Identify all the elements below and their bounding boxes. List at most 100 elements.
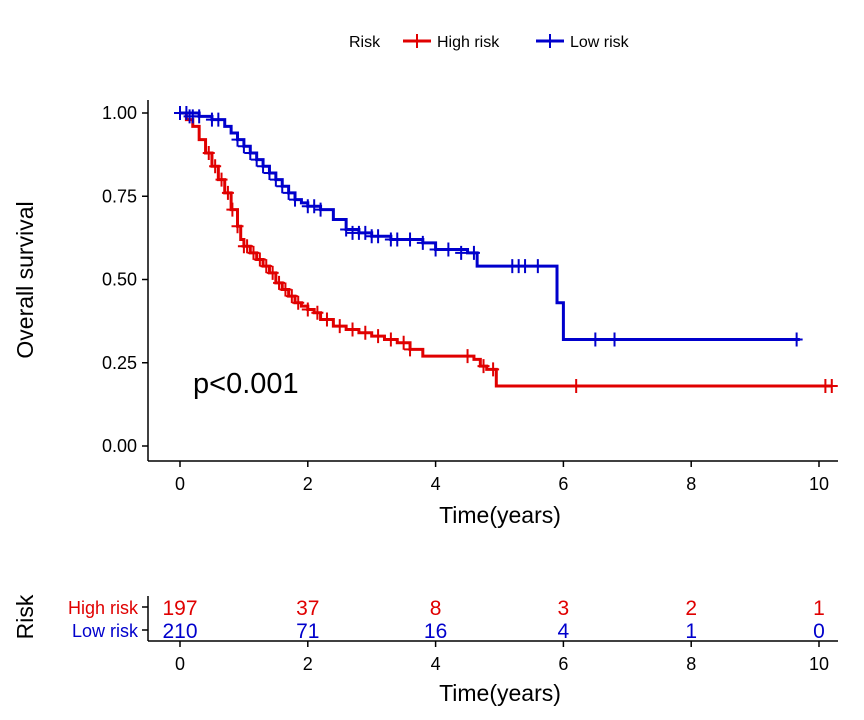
censor-mark-low-risk [308, 199, 321, 214]
censor-mark-high-risk [285, 289, 298, 304]
censor-mark-high-risk [384, 332, 397, 347]
censor-mark-high-risk [279, 282, 292, 297]
risk-count-low-risk: 4 [558, 620, 570, 643]
risk-count-low-risk: 0 [813, 620, 825, 643]
x-axis-title: Time(years) [439, 502, 561, 528]
censor-mark-high-risk [292, 295, 305, 310]
censor-mark-low-risk [467, 245, 480, 260]
risk-x-tick-label: 0 [175, 654, 185, 674]
risk-count-high-risk: 1 [813, 597, 825, 620]
censor-mark-low-risk [372, 229, 385, 244]
censor-mark-high-risk [397, 335, 410, 350]
legend-label-high-risk: High risk [437, 34, 500, 51]
legend-label-low-risk: Low risk [570, 34, 630, 51]
censor-mark-high-risk [404, 342, 417, 357]
censor-mark-low-risk [531, 259, 544, 274]
censor-mark-high-risk [461, 349, 474, 364]
censor-mark-high-risk [247, 245, 260, 260]
censor-mark-low-risk [289, 192, 302, 207]
censor-mark-high-risk [570, 379, 583, 394]
risk-count-low-risk: 210 [162, 620, 197, 643]
censor-mark-high-risk [209, 159, 222, 174]
censor-mark-low-risk [359, 225, 372, 240]
censor-mark-low-risk [608, 332, 621, 347]
censor-mark-low-risk [212, 112, 225, 127]
risk-table-y-title: Risk [12, 594, 38, 639]
risk-row-label-high-risk: High risk [68, 598, 139, 618]
censor-mark-high-risk [221, 185, 234, 200]
risk-table-x-ticks: 0 2 4 6 8 10 [175, 641, 829, 674]
risk-count-high-risk: 8 [430, 597, 442, 620]
legend-entry-low-risk: Low risk [536, 34, 630, 51]
survival-plot: 0.00 0.25 0.50 0.75 1.00 0 2 4 6 8 10 p<0.001 Ove… [12, 100, 838, 528]
censor-mark-low-risk [340, 222, 353, 237]
censor-mark-high-risk [333, 319, 346, 334]
y-tick-label: 0.25 [102, 353, 137, 373]
censor-mark-high-risk [241, 239, 254, 254]
y-tick-label: 1.00 [102, 103, 137, 123]
risk-count-high-risk: 3 [558, 597, 570, 620]
legend: Risk High risk Low risk [349, 34, 630, 51]
p-value-annotation: p<0.001 [193, 368, 299, 400]
risk-count-high-risk: 2 [685, 597, 697, 620]
risk-row-label-low-risk: Low risk [72, 621, 139, 641]
censor-mark-high-risk [215, 172, 228, 187]
risk-x-tick-label: 10 [809, 654, 829, 674]
censor-mark-high-risk [226, 202, 239, 217]
risk-count-low-risk: 71 [296, 620, 319, 643]
y-tick-label: 0.50 [102, 270, 137, 290]
censor-mark-low-risk [263, 165, 276, 180]
censor-mark-low-risk [269, 172, 282, 187]
survival-curve-high-risk [180, 111, 832, 388]
x-tick-label: 10 [809, 474, 829, 494]
censor-mark-high-risk [311, 305, 324, 320]
x-tick-label: 0 [175, 474, 185, 494]
censor-mark-low-risk [429, 242, 442, 257]
censor-mark-high-risk [266, 265, 279, 280]
censor-mark-high-risk [346, 322, 359, 337]
risk-x-tick-label: 4 [431, 654, 441, 674]
censor-mark-low-risk [250, 152, 263, 167]
censor-mark-low-risk [231, 132, 244, 147]
censor-mark-high-risk [320, 312, 333, 327]
censor-mark-low-risk [790, 332, 803, 347]
censor-mark-low-risk [442, 242, 455, 257]
censor-mark-low-risk [519, 259, 532, 274]
censor-mark-low-risk [391, 232, 404, 247]
x-tick-label: 6 [558, 474, 568, 494]
censor-mark-high-risk [301, 302, 314, 317]
series-layer [174, 106, 838, 394]
censor-mark-low-risk [244, 145, 257, 160]
censor-mark-high-risk [202, 145, 215, 160]
risk-x-tick-label: 8 [686, 654, 696, 674]
risk-x-tick-label: 2 [303, 654, 313, 674]
censor-mark-low-risk [416, 235, 429, 250]
censor-mark-high-risk [487, 362, 500, 377]
x-tick-label: 2 [303, 474, 313, 494]
censor-mark-low-risk [282, 185, 295, 200]
censor-mark-low-risk [314, 202, 327, 217]
censor-mark-low-risk [276, 179, 289, 194]
risk-count-high-risk: 197 [162, 597, 197, 620]
censor-mark-low-risk [257, 159, 270, 174]
risk-table-x-title: Time(years) [439, 680, 561, 706]
x-tick-label: 4 [431, 474, 441, 494]
censor-mark-low-risk [404, 232, 417, 247]
legend-title: Risk [349, 34, 381, 51]
survival-curve-low-risk [180, 111, 800, 341]
censor-mark-high-risk [359, 325, 372, 340]
risk-count-low-risk: 1 [685, 620, 697, 643]
y-ticks: 0.00 0.25 0.50 0.75 1.00 [102, 103, 148, 456]
censor-mark-high-risk [825, 379, 838, 394]
y-tick-label: 0.75 [102, 186, 137, 206]
x-tick-label: 8 [686, 474, 696, 494]
censor-mark-low-risk [180, 106, 193, 120]
censor-mark-low-risk [589, 332, 602, 347]
x-ticks: 0 2 4 6 8 10 [175, 461, 829, 494]
y-tick-label: 0.00 [102, 436, 137, 456]
censor-mark-high-risk [273, 275, 286, 290]
censor-mark-low-risk [193, 109, 206, 124]
